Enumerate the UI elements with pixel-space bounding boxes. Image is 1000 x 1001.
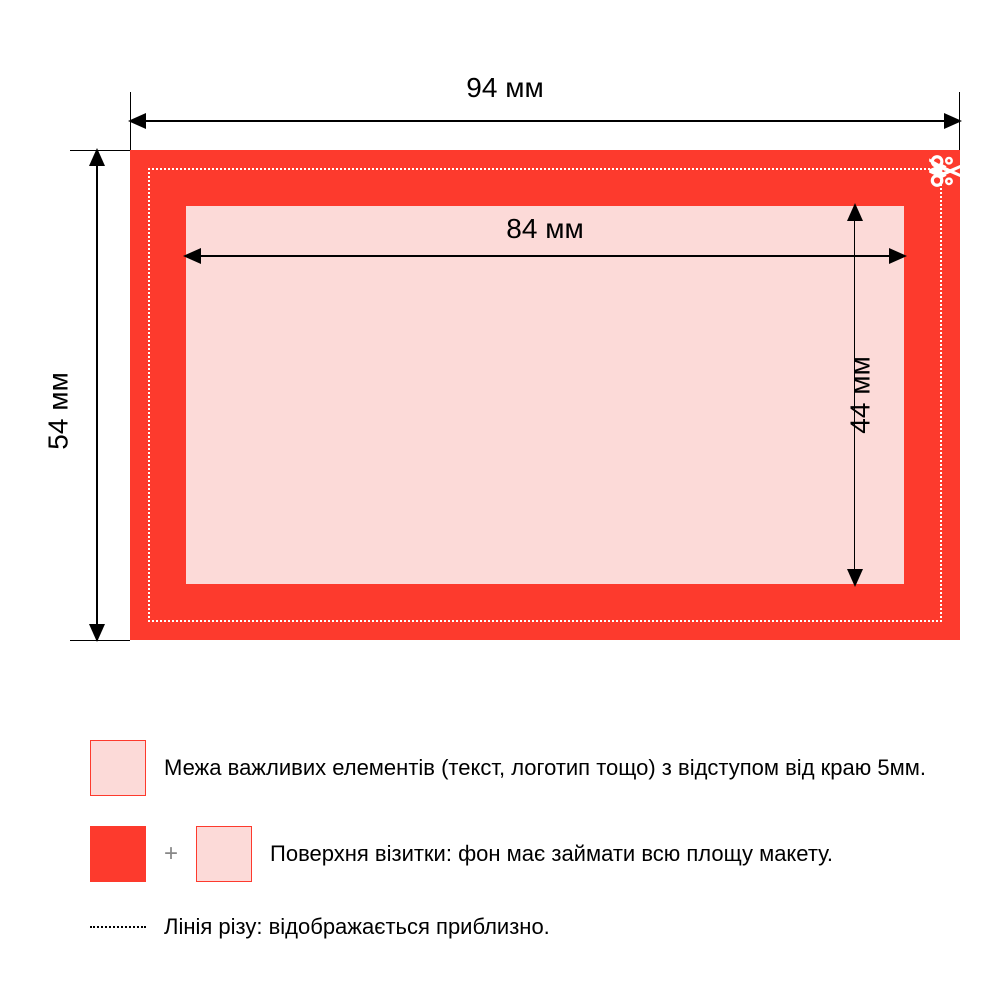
tick-mark	[70, 640, 130, 641]
tick-mark	[130, 92, 131, 150]
legend-item-cutline: Лінія різу: відображається приблизно.	[90, 912, 940, 943]
plus-icon: +	[164, 840, 178, 868]
outer-width-label: 94 мм	[466, 72, 543, 104]
inner-width-arrow	[185, 255, 905, 257]
tick-mark	[959, 92, 960, 150]
legend-swatch-safe	[90, 740, 146, 796]
legend-text-surface: Поверхня візитки: фон має займати всю пл…	[270, 839, 833, 870]
inner-dimensions: 84 мм 44 мм	[185, 205, 905, 585]
legend-item-safe-area: Межа важливих елементів (текст, логотип …	[90, 740, 940, 796]
legend-swatch-bleed	[90, 826, 146, 882]
tick-mark	[70, 150, 130, 151]
outer-width-arrow	[130, 120, 960, 122]
scissors-icon	[926, 152, 964, 190]
legend-item-surface: + Поверхня візитки: фон має займати всю …	[90, 826, 940, 882]
inner-height-label: 44 мм	[844, 356, 876, 433]
legend-swatch-safe2	[196, 826, 252, 882]
legend-dotted-line	[90, 926, 146, 928]
legend-text-cutline: Лінія різу: відображається приблизно.	[164, 912, 550, 943]
legend-text-safe: Межа важливих елементів (текст, логотип …	[164, 753, 926, 784]
diagram-container: 94 мм 54 мм 84 мм	[30, 50, 970, 670]
outer-height-label: 54 мм	[43, 372, 75, 449]
outer-height-arrow	[96, 150, 98, 640]
inner-width-label: 84 мм	[506, 213, 583, 245]
legend: Межа важливих елементів (текст, логотип …	[90, 740, 940, 973]
